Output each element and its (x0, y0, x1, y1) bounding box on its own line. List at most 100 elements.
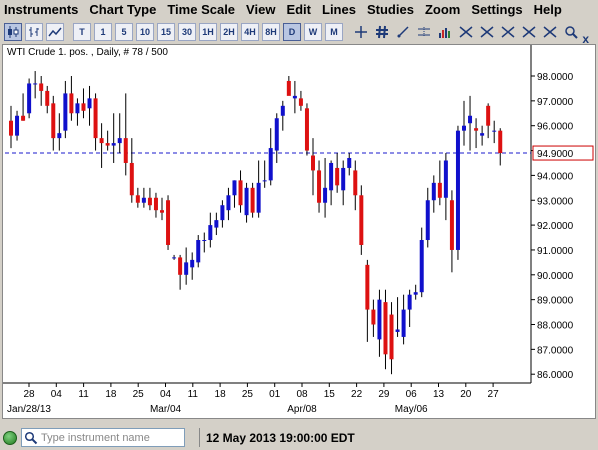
timeframe-8h-button[interactable]: 8H (262, 23, 280, 41)
date-tick-label: 11 (78, 389, 89, 400)
menu-edit[interactable]: Edit (286, 2, 311, 17)
timeframe-weekly-button[interactable]: W (304, 23, 322, 41)
candle-down (81, 103, 86, 111)
menu-chart-type[interactable]: Chart Type (89, 2, 157, 17)
candle-up (190, 259, 195, 268)
menu-time-scale[interactable]: Time Scale (167, 2, 236, 17)
candle-up (220, 205, 225, 221)
candle-down (250, 187, 255, 213)
chart-panel[interactable]: x WTI Crude 1. pos. , Daily, # 78 / 500 … (2, 32, 596, 419)
price-tick-label: 89.0000 (537, 296, 574, 307)
chart-title: WTI Crude 1. pos. , Daily, # 78 / 500 (7, 47, 168, 58)
timeframe-5m-button[interactable]: 5 (115, 23, 133, 41)
candle-up (341, 167, 346, 191)
candle-down (129, 162, 134, 196)
instrument-search-input[interactable] (41, 431, 181, 444)
volume-bars-icon[interactable] (436, 23, 454, 41)
bar-chart-icon[interactable] (25, 23, 43, 41)
candle-down (298, 98, 303, 106)
menu-zoom[interactable]: Zoom (424, 2, 461, 17)
menu-help[interactable]: Help (533, 2, 562, 17)
close-chart-icon[interactable]: x (582, 32, 589, 46)
candle-down (153, 197, 158, 211)
price-tick-label: 91.0000 (537, 246, 574, 257)
candle-up (87, 98, 92, 109)
candle-up (232, 180, 237, 196)
candle-up (117, 138, 122, 144)
horizontal-line-icon[interactable] (415, 23, 433, 41)
current-price-box (532, 145, 594, 161)
candlestick-chart-icon[interactable] (4, 23, 22, 41)
menu-instruments[interactable]: Instruments (4, 2, 79, 17)
timeframe-4h-button[interactable]: 4H (241, 23, 259, 41)
timeframe-monthly-button[interactable]: M (325, 23, 343, 41)
candle-down (45, 90, 50, 106)
candle-down (359, 195, 364, 245)
candle-up (413, 292, 418, 295)
candle-up (15, 115, 20, 136)
candle-down (311, 155, 315, 171)
search-icon (24, 431, 38, 444)
timeframe-1h-button[interactable]: 1H (199, 23, 217, 41)
candle-down (105, 143, 110, 146)
menu-view[interactable]: View (246, 2, 276, 17)
candle-up (63, 93, 68, 131)
candle-down (353, 170, 358, 196)
menu-studies[interactable]: Studies (366, 2, 414, 17)
erase-icon[interactable] (541, 23, 559, 41)
month-label: Mar/04 (150, 404, 182, 415)
status-bar: 12 May 2013 19:00:00 EDT (0, 425, 598, 450)
channel-icon[interactable] (478, 23, 496, 41)
menu-settings[interactable]: Settings (471, 2, 523, 17)
candle-down (449, 200, 454, 250)
candle-down (498, 130, 503, 154)
candle-down (9, 120, 13, 136)
candle-up (492, 130, 497, 132)
date-tick-label: 25 (242, 389, 254, 400)
gann-fan-icon[interactable] (499, 23, 517, 41)
candle-up (226, 195, 231, 211)
candle-down (317, 170, 322, 203)
candle-up (208, 225, 213, 241)
date-tick-label: 28 (23, 389, 35, 400)
price-tick-label: 93.0000 (537, 196, 574, 207)
draw-line-icon[interactable] (394, 23, 412, 41)
timeframe-tick-button[interactable]: T (73, 23, 91, 41)
line-chart-icon[interactable] (46, 23, 64, 41)
candle-up (347, 158, 352, 168)
status-divider (199, 428, 200, 447)
grid-icon[interactable] (373, 23, 391, 41)
candle-up (75, 103, 80, 114)
timeframe-daily-button[interactable]: D (283, 23, 301, 41)
price-tick-label: 87.0000 (537, 345, 574, 356)
price-tick-label: 94.0000 (537, 171, 574, 182)
candle-down (371, 309, 376, 325)
candle-up (184, 262, 189, 275)
candle-up (377, 299, 382, 340)
candle-up (27, 83, 32, 114)
date-tick-label: 01 (269, 389, 281, 400)
andrews-pitchfork-icon[interactable] (520, 23, 538, 41)
date-tick-label: 04 (51, 389, 63, 400)
status-timestamp: 12 May 2013 19:00:00 EDT (206, 430, 355, 445)
zoom-icon[interactable] (562, 23, 580, 41)
date-tick-label: 11 (188, 389, 199, 400)
candlestick-chart: 98.000097.000096.000095.000094.000093.00… (3, 45, 594, 415)
timeframe-30m-button[interactable]: 30 (178, 23, 196, 41)
instrument-search (21, 428, 185, 447)
timeframe-1m-button[interactable]: 1 (94, 23, 112, 41)
candle-up (419, 240, 424, 293)
candle-down (335, 167, 340, 186)
candle-down (389, 314, 394, 360)
crosshair-icon[interactable] (352, 23, 370, 41)
candle-down (99, 138, 104, 144)
fibonacci-icon[interactable] (457, 23, 475, 41)
timeframe-2h-button[interactable]: 2H (220, 23, 238, 41)
candle-up (111, 143, 116, 146)
candle-down (178, 257, 183, 275)
menu-lines[interactable]: Lines (322, 2, 356, 17)
candle-up (292, 95, 297, 99)
candle-down (304, 108, 309, 151)
timeframe-10m-button[interactable]: 10 (136, 23, 154, 41)
timeframe-15m-button[interactable]: 15 (157, 23, 175, 41)
